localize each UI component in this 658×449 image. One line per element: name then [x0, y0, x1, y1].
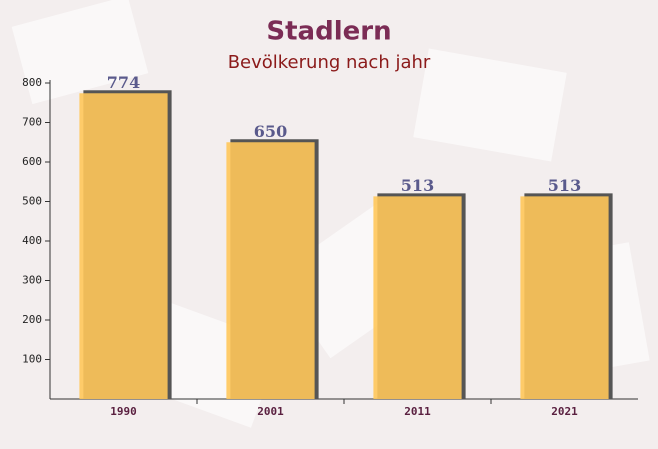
- x-tick-label: 2011: [404, 405, 431, 418]
- y-tick-label: 700: [22, 116, 42, 129]
- bar: [79, 93, 168, 400]
- x-tick-label: 1990: [110, 405, 137, 418]
- bar: [373, 196, 462, 399]
- bar: [520, 196, 609, 399]
- chart-subtitle: Bevölkerung nach jahr: [228, 52, 431, 73]
- y-tick-label: 300: [22, 274, 42, 287]
- value-label: 650: [254, 122, 287, 141]
- chart-title: Stadlern: [266, 17, 391, 47]
- x-tick-label: 2021: [551, 405, 578, 418]
- bar: [226, 142, 315, 399]
- value-label: 774: [107, 73, 140, 92]
- y-tick-label: 100: [22, 353, 42, 366]
- y-tick-label: 800: [22, 76, 42, 89]
- y-tick-label: 400: [22, 234, 42, 247]
- x-tick-label: 2001: [257, 405, 284, 418]
- y-tick-label: 200: [22, 313, 42, 326]
- y-tick-label: 500: [22, 195, 42, 208]
- y-tick-label: 600: [22, 155, 42, 168]
- value-label: 513: [548, 176, 581, 195]
- value-label: 513: [401, 176, 434, 195]
